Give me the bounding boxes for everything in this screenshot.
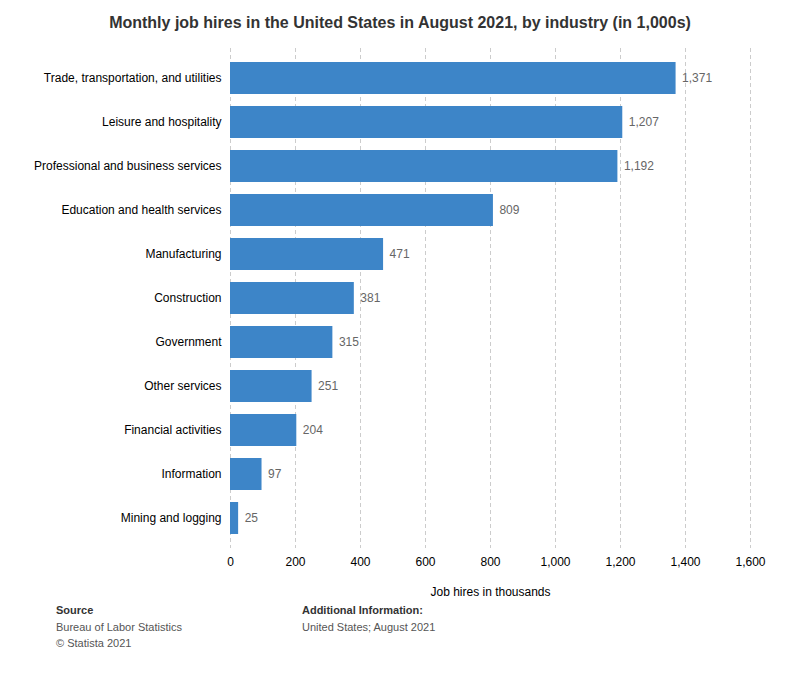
html-text:Monthly job hires in the Unite: Monthly job hires in the United States i…: [109, 14, 691, 31]
svg-text:Construction: Construction: [154, 291, 221, 305]
svg-text:Manufacturing: Manufacturing: [145, 247, 221, 261]
svg-text:251: 251: [318, 379, 338, 393]
svg-text:1,400: 1,400: [670, 555, 700, 569]
svg-text:1,192: 1,192: [624, 159, 654, 173]
svg-text:Mining and logging: Mining and logging: [121, 511, 222, 525]
svg-text:Professional and business serv: Professional and business services: [34, 159, 221, 173]
svg-text:1,207: 1,207: [629, 115, 659, 129]
svg-text:204: 204: [303, 423, 323, 437]
html-text:Source: Source: [56, 604, 94, 616]
svg-text:809: 809: [499, 203, 519, 217]
svg-text:Information: Information: [161, 467, 221, 481]
svg-text:1,200: 1,200: [605, 555, 635, 569]
svg-text:1,371: 1,371: [682, 71, 712, 85]
svg-text:800: 800: [480, 555, 500, 569]
svg-text:Job hires in thousands: Job hires in thousands: [430, 585, 550, 599]
svg-text:315: 315: [339, 335, 359, 349]
svg-text:Other services: Other services: [144, 379, 221, 393]
html-text:Additional Information:: Additional Information:: [302, 604, 423, 616]
svg-text:200: 200: [285, 555, 305, 569]
svg-text:1,000: 1,000: [540, 555, 570, 569]
svg-text:97: 97: [268, 467, 282, 481]
html-text:© Statista 2021: © Statista 2021: [56, 637, 132, 649]
html-text:Bureau of Labor Statistics: Bureau of Labor Statistics: [56, 620, 182, 633]
svg-text:Financial activities: Financial activities: [124, 423, 221, 437]
svg-text:600: 600: [415, 555, 435, 569]
html-text:United States; August 2021: United States; August 2021: [302, 620, 436, 633]
svg-text:471: 471: [390, 247, 410, 261]
svg-text:Education and health services: Education and health services: [61, 203, 221, 217]
svg-text:25: 25: [245, 511, 259, 525]
svg-text:1,600: 1,600: [735, 555, 765, 569]
svg-text:Government: Government: [155, 335, 222, 349]
svg-text:0: 0: [227, 555, 234, 569]
svg-text:Trade, transportation, and uti: Trade, transportation, and utilities: [44, 71, 222, 85]
svg-text:381: 381: [360, 291, 380, 305]
svg-text:400: 400: [350, 555, 370, 569]
svg-text:Leisure and hospitality: Leisure and hospitality: [102, 115, 221, 129]
